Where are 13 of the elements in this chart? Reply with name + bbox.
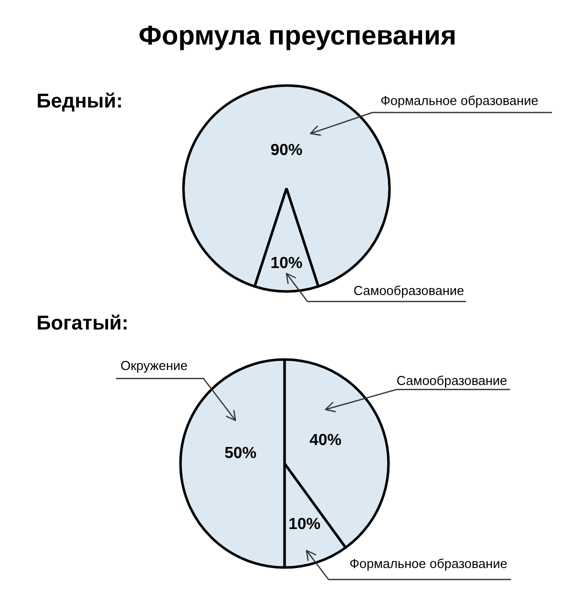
chart-title: Богатый: (36, 312, 128, 334)
data-label: 50% (224, 445, 257, 462)
slice-label: Окружение (120, 358, 188, 373)
slice-label: Самообразование (354, 283, 464, 298)
data-label: 90% (270, 142, 303, 159)
chart-title: Формула преуспевания (138, 20, 456, 50)
data-label: 40% (309, 432, 342, 449)
slice-label: Самообразование (396, 373, 508, 388)
slice-label: Формальное образование (350, 556, 508, 571)
chart-subtitle: Бедный: (36, 90, 123, 112)
data-label: 10% (288, 516, 321, 533)
slice-label: Формальное образование (380, 93, 538, 108)
data-label: 10% (270, 255, 303, 272)
